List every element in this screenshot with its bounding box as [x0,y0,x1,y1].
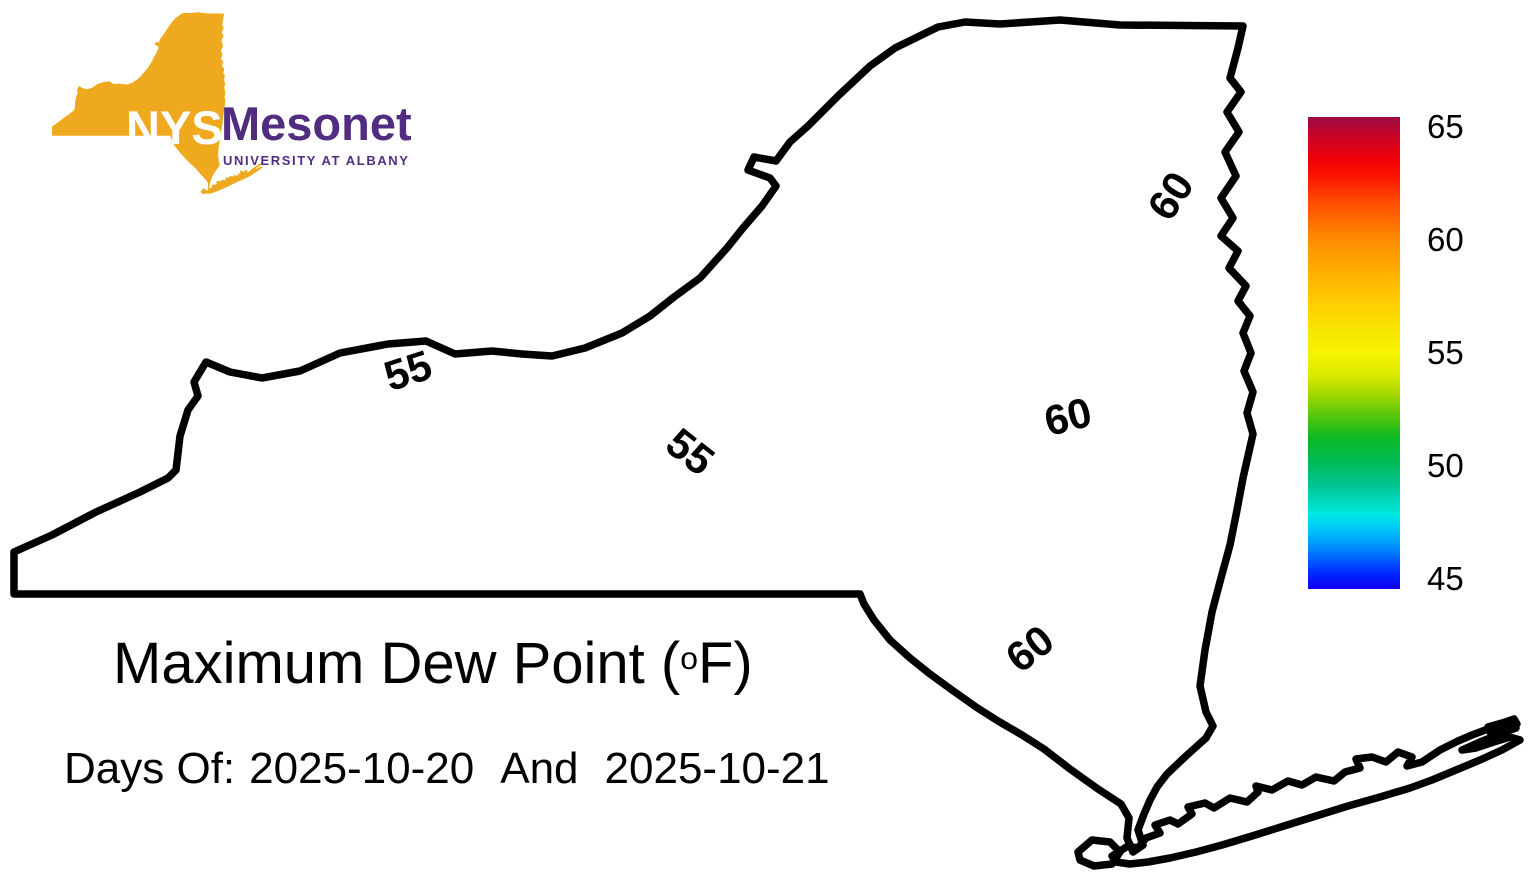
colorbar [1308,117,1400,589]
contour-ring [392,401,438,447]
subtitle-conjunction: And [500,744,579,793]
logo-brand-text: Mesonet [221,97,412,150]
contour-60-mid [1086,221,1188,423]
contour-55-mid [447,361,668,449]
title-prefix: Maximum Dew Point ( [113,631,681,696]
logo-nys-text: NYS [126,101,223,154]
colorbar-tick-45: 45 [1427,560,1464,597]
contour-55-hook [565,473,717,599]
map-subtitle: Days Of: 2025-10-20 And 2025-10-21 [64,744,830,794]
subtitle-date-1: 2025-10-20 [249,744,475,793]
degree-symbol: o [680,640,698,676]
subtitle-date-2: 2025-10-21 [604,744,830,793]
colorbar-tick-55: 55 [1427,334,1464,371]
title-suffix: F) [697,631,753,696]
colorbar-tick-50: 50 [1427,447,1464,484]
logo-affiliation: UNIVERSITY AT ALBANY [223,153,410,168]
contour-ring [420,536,454,570]
colorbar-tick-60: 60 [1427,221,1464,258]
contour-60-south [1041,433,1135,630]
contour-60-north [1141,25,1204,175]
contour-ring [286,503,306,523]
colorbar-tick-65: 65 [1427,108,1464,145]
subtitle-label: Days Of: [64,744,236,793]
contour-60-tail [969,663,1005,699]
map-title: Maximum Dew Point (oF) [113,630,753,697]
